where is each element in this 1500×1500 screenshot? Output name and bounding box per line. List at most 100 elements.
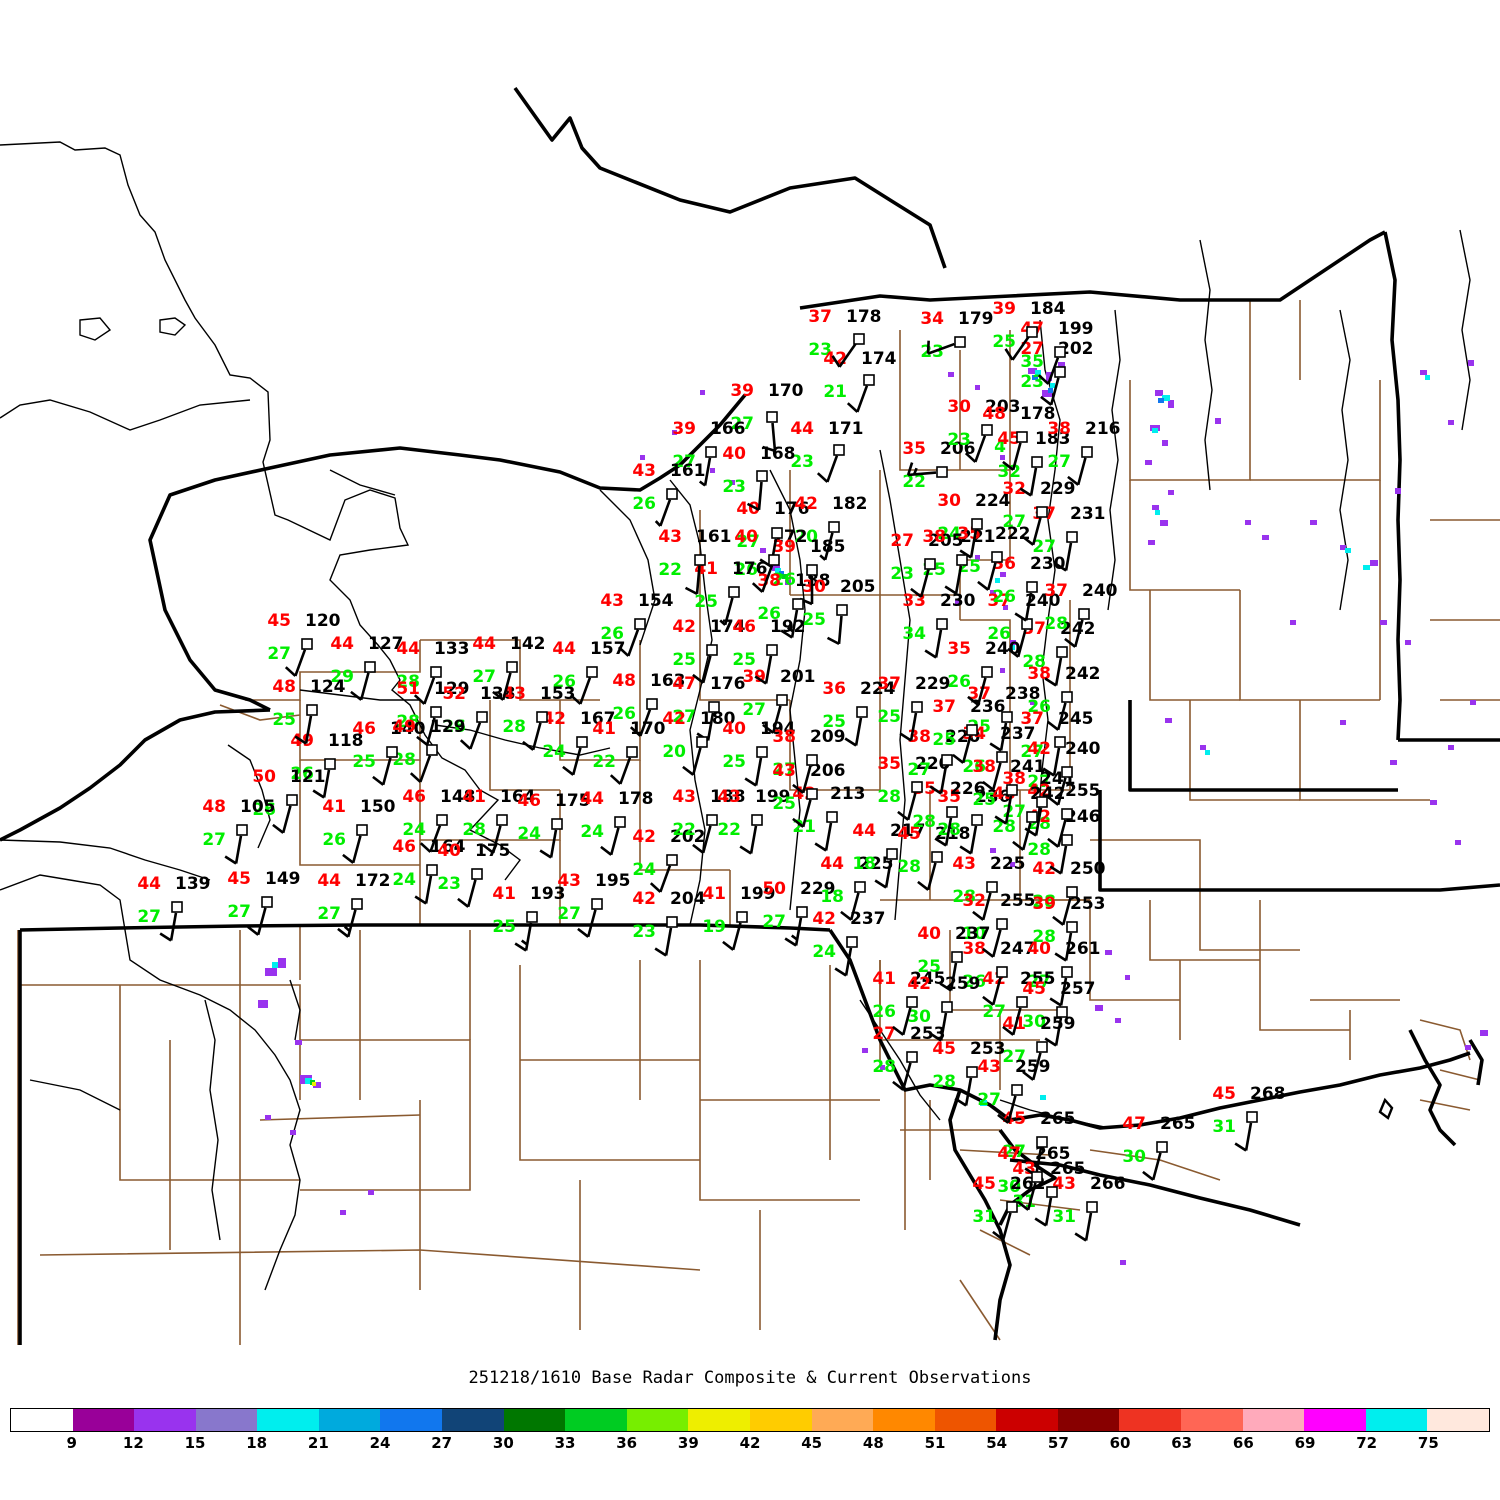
wind-barb [1054,531,1078,572]
station-temperature: 45 [227,869,251,889]
station-identifier: 153 [540,684,576,704]
station-temperature: 36 [822,679,846,699]
station-dewpoint: 25 [722,752,746,772]
station-identifier: 231 [1070,504,1106,524]
wind-barb [1037,346,1066,385]
wind-barb [413,666,442,705]
station-temperature: 37 [808,307,832,327]
colorbar-tick: 63 [1171,1434,1193,1452]
station-dewpoint: 4 [994,437,1006,457]
station-temperature: 45 [1002,1109,1026,1129]
station-temperature: 48 [612,671,636,691]
station-identifier: 230 [940,591,976,611]
wind-barb [1019,456,1043,497]
station-identifier: 238 [1005,684,1041,704]
station-identifier: 129 [430,717,466,737]
station-temperature: 37 [987,591,1011,611]
wind-barb [746,470,768,512]
wind-barb [1002,431,1028,471]
station-temperature: 40 [734,527,758,547]
station-dewpoint: 27 [1020,742,1044,762]
station-temperature: 42 [1027,739,1051,759]
station-dewpoint: 28 [1044,614,1068,634]
station-temperature: 46 [392,837,416,857]
station-dewpoint: 23 [790,452,814,472]
colorbar-segment [257,1409,319,1431]
station-identifier: 224 [860,679,896,699]
station-dewpoint: 31 [1052,1207,1076,1227]
station-dewpoint: 27 [982,1002,1006,1022]
station-temperature: 39 [772,537,796,557]
station-temperature: 35 [937,787,961,807]
station-temperature: 43 [1012,1159,1036,1179]
station-temperature: 41 [492,884,516,904]
colorbar-tick: 33 [554,1434,576,1452]
colorbar-tick: 27 [431,1434,453,1452]
station-identifier: 225 [990,854,1026,874]
station-identifier: 237 [955,924,991,944]
wind-barb [977,551,1003,591]
wind-barb [762,411,778,453]
station-temperature: 41 [592,719,616,739]
state-and-national-borders [0,86,1500,1345]
station-temperature: 48 [272,677,296,697]
wind-barb [1007,618,1033,658]
station-temperature: 42 [662,709,686,729]
station-identifier: 240 [1065,739,1101,759]
wind-barb [754,644,778,685]
wind-barb [337,898,363,938]
coast-islands [1378,1097,1394,1120]
station-dewpoint: 28 [1032,927,1056,947]
wind-barb [414,864,438,905]
wind-barb [459,711,488,750]
station-dewpoint: 28 [872,1057,896,1077]
station-identifier: 163 [650,671,686,691]
station-identifier: 240 [1082,581,1118,601]
wind-barb [482,814,508,854]
station-dewpoint: 22 [902,472,926,492]
wind-barb [294,704,318,745]
station-identifier: 229 [915,674,951,694]
station-identifier: 176 [710,674,746,694]
wind-barb [692,644,718,684]
wind-barb [874,848,898,889]
station-identifier: 266 [1090,1174,1126,1194]
station-dewpoint: 28 [932,1072,956,1092]
station-dewpoint: 28 [392,750,416,770]
station-identifier: 105 [240,797,276,817]
station-temperature: 41 [872,969,896,989]
map-title: 251218/1610 Base Radar Composite & Curre… [468,1368,1032,1388]
station-identifier: 265 [1035,1144,1071,1164]
wind-barb [1054,921,1078,962]
station-dewpoint: 26 [252,800,276,820]
colorbar-tick: 21 [307,1434,329,1452]
station-identifier: 261 [1065,939,1101,959]
map-canvas[interactable]: 3717823421742139170273916627441712340168… [0,0,1500,1365]
colorbar-tick: 45 [801,1434,823,1452]
station-dewpoint: 28 [396,712,420,732]
colorbar-segment [749,1409,812,1431]
wind-barb [982,918,1008,958]
station-temperature: 50 [762,879,786,899]
station-identifier: 195 [595,871,631,891]
wind-barb [409,744,438,783]
colorbar-segment [1119,1409,1181,1431]
station-dewpoint: 24 [542,742,566,762]
station-temperature: 32 [1002,479,1026,499]
wind-barb [1049,966,1073,1007]
station-identifier: 178 [618,789,654,809]
colorbar-segment [442,1409,504,1431]
station-dewpoint: 30 [1022,1012,1046,1032]
wind-barb [609,746,638,785]
station-dewpoint: 28 [462,820,486,840]
station-dewpoint: 26 [987,624,1011,644]
station-temperature: 39 [730,381,754,401]
station-temperature: 38 [922,527,946,547]
colorbar-segment [996,1409,1058,1431]
colorbar-segment [626,1409,689,1431]
station-temperature: 48 [982,404,1006,424]
colorbar-tick-labels: 9 12 15 18 21 24 27 30 33 36 39 42 45 48 51 54 57 60 63 66 6… [10,1434,1490,1458]
station-dewpoint: 27 [1047,452,1071,472]
county-boundaries [17,300,1500,1345]
station-dewpoint: 27 [762,912,786,932]
